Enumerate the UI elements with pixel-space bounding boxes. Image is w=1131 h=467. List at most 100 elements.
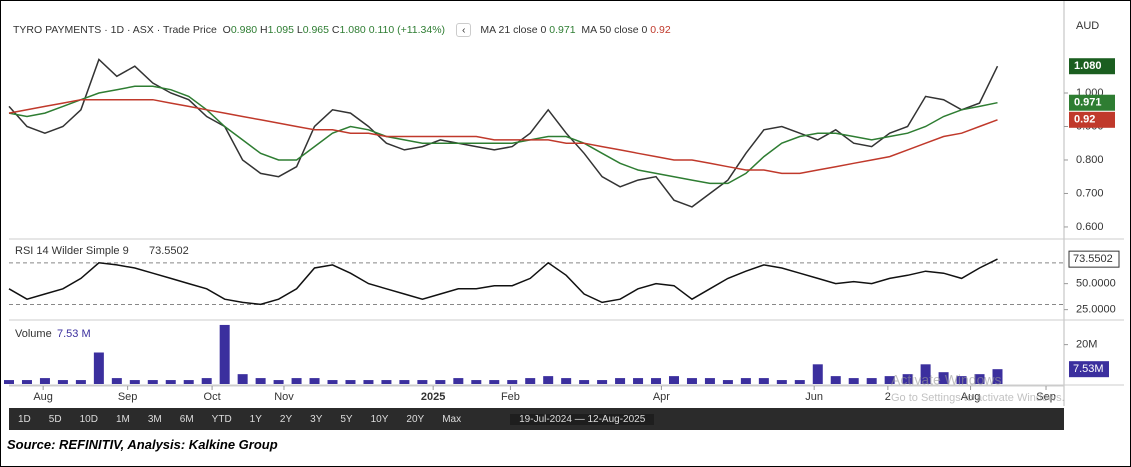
- x-tick-label: Aug: [33, 391, 53, 403]
- volume-bar: [956, 376, 967, 384]
- volume-bar: [4, 380, 14, 384]
- volume-current: 7.53 M: [57, 328, 91, 340]
- volume-bar: [651, 378, 662, 384]
- x-tick-label: Nov: [274, 391, 294, 403]
- volume-bar: [327, 380, 338, 384]
- rsi-badge-bg: [1068, 250, 1120, 268]
- key: L: [296, 24, 303, 36]
- x-tick-label: Aug: [961, 391, 981, 403]
- y-tick-label: 25.0000: [1076, 304, 1116, 316]
- range-button[interactable]: 2Y: [279, 413, 293, 425]
- volume-bar: [219, 324, 230, 384]
- series-line: [8, 85, 998, 185]
- volume-bar: [453, 378, 464, 384]
- rsi-current: 73.5502: [149, 245, 189, 257]
- volume-bar: [561, 378, 572, 384]
- volume-bar: [704, 378, 715, 384]
- y-tick-label: 50.0000: [1076, 278, 1116, 290]
- range-button[interactable]: 10D: [79, 413, 98, 425]
- range-button[interactable]: 6M: [179, 413, 194, 425]
- collapse-button[interactable]: ‹: [455, 23, 472, 37]
- open: 0.980: [230, 24, 258, 36]
- volume-bar: [579, 380, 590, 384]
- range-button[interactable]: 10Y: [370, 413, 389, 425]
- volume-bar: [39, 378, 50, 384]
- key: H: [260, 24, 268, 36]
- y-tick-label: 0.700: [1076, 187, 1104, 199]
- range-button[interactable]: 5D: [48, 413, 62, 425]
- price-badge: 1.080: [1074, 60, 1102, 72]
- range-button[interactable]: 3M: [147, 413, 162, 425]
- y-tick-label: 0.800: [1076, 154, 1104, 166]
- volume-bar: [381, 380, 392, 384]
- range-button[interactable]: 1M: [115, 413, 130, 425]
- volume-bar: [489, 380, 500, 384]
- ma21-value: 0.971: [549, 24, 576, 36]
- volume-bar: [615, 378, 626, 384]
- volume-bar: [111, 378, 122, 384]
- volume-bar: [812, 364, 823, 384]
- range-button[interactable]: 5Y: [340, 413, 353, 425]
- date-range[interactable]: 19-Jul-2024 — 12-Aug-2025: [510, 413, 655, 425]
- volume-bar: [201, 378, 212, 384]
- volume-bar: [21, 380, 32, 384]
- volume-bar: [848, 378, 859, 384]
- price-badge-bg: [1069, 58, 1115, 75]
- close: 1.080: [339, 24, 366, 36]
- volume-bar: [165, 380, 176, 384]
- watermark: Activate Windows: [891, 372, 1001, 388]
- key: O: [222, 24, 231, 36]
- ma21-name: MA 21 close 0: [480, 24, 547, 36]
- volume-bar: [183, 380, 194, 384]
- range-button[interactable]: 3Y: [310, 413, 323, 425]
- rsi-badge: 73.5502: [1073, 253, 1113, 265]
- volume-badge: 7.53M: [1073, 363, 1104, 375]
- volume-bar: [471, 380, 482, 384]
- volume-bar: [273, 380, 284, 384]
- volume-bar: [758, 378, 769, 384]
- x-tick-label: Jun: [805, 391, 823, 403]
- volume-bar: [974, 374, 985, 384]
- volume-bar: [255, 378, 266, 384]
- volume-bar: [938, 372, 949, 384]
- x-tick-label: Apr: [653, 391, 670, 403]
- range-button[interactable]: YTD: [211, 413, 232, 425]
- range-button[interactable]: 1Y: [249, 413, 262, 425]
- ma21-badge-bg: [1069, 94, 1115, 111]
- range-button[interactable]: 1D: [18, 413, 31, 425]
- volume-bar: [902, 374, 913, 384]
- volume-bar: [830, 376, 841, 384]
- key: C: [331, 24, 340, 36]
- change: 0.110 (+11.34%): [368, 24, 446, 36]
- x-tick-label: Oct: [204, 391, 221, 403]
- volume-bar: [722, 380, 733, 384]
- y-tick-label: 0.600: [1076, 221, 1104, 233]
- x-tick-label: Feb: [501, 391, 520, 403]
- volume-bar: [417, 380, 428, 384]
- high: 1.095: [267, 24, 294, 36]
- volume-bar: [633, 378, 644, 384]
- volume-bar: [435, 380, 446, 384]
- volume-bar: [686, 378, 697, 384]
- volume-bar: [597, 380, 608, 384]
- ma50-value: 0.92: [650, 24, 671, 36]
- volume-bar: [543, 376, 554, 384]
- x-tick-label: Sep: [118, 391, 138, 403]
- x-tick-label: 2: [885, 391, 891, 403]
- volume-bar: [345, 380, 356, 384]
- volume-badge-bg: [1069, 361, 1109, 378]
- volume-bar: [776, 380, 787, 384]
- watermark: Go to Settings to activate Windows.: [891, 392, 1065, 404]
- volume-bar: [794, 380, 805, 384]
- range-button[interactable]: Max: [442, 413, 462, 425]
- volume-bar: [93, 352, 104, 384]
- volume-bar: [668, 376, 679, 384]
- volume-bar: [363, 380, 374, 384]
- volume-bar: [866, 378, 877, 384]
- low: 0.965: [302, 24, 329, 36]
- volume-bar: [57, 380, 68, 384]
- toolbar: 1D 5D 10D 1M 3M 6M YTD 1Y 2Y 3Y 5Y 10Y 20Y Max 19-Jul-…: [9, 408, 1064, 430]
- range-button[interactable]: 20Y: [406, 413, 425, 425]
- x-tick-label: 2025: [421, 391, 445, 403]
